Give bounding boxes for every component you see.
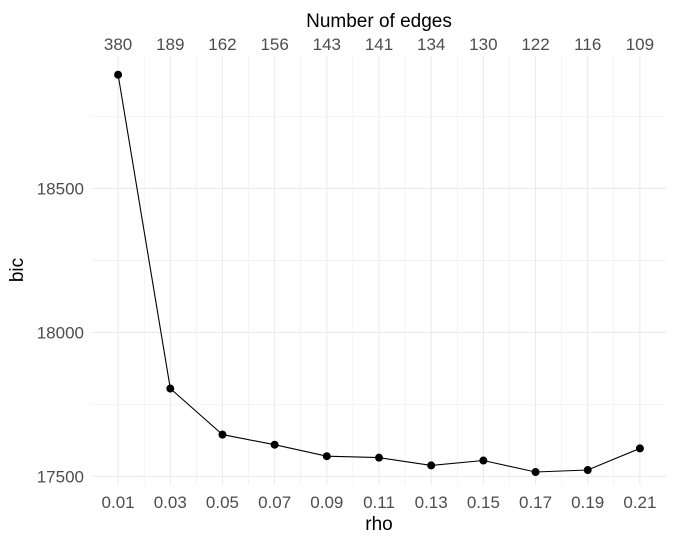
top-tick-label: 380 bbox=[104, 35, 132, 54]
data-point bbox=[479, 456, 488, 465]
data-point bbox=[322, 452, 331, 461]
data-point bbox=[114, 70, 123, 79]
x-tick-label: 0.17 bbox=[519, 493, 552, 512]
top-tick-label: 116 bbox=[574, 35, 601, 54]
x-tick-label: 0.13 bbox=[415, 493, 448, 512]
data-point bbox=[427, 461, 436, 470]
x-tick-label: 0.15 bbox=[467, 493, 500, 512]
grid-lines bbox=[92, 56, 666, 485]
top-axis-title: Number of edges bbox=[306, 11, 452, 32]
top-tick-label: 130 bbox=[469, 35, 497, 54]
x-tick-label: 0.03 bbox=[154, 493, 187, 512]
x-tick-label: 0.01 bbox=[102, 493, 135, 512]
data-point bbox=[635, 444, 644, 453]
y-axis-title: bic bbox=[7, 258, 28, 282]
x-tick-label: 0.21 bbox=[623, 493, 656, 512]
x-axis-title: rho bbox=[365, 514, 392, 535]
x-tick-label: 0.19 bbox=[571, 493, 604, 512]
x-tick-label: 0.09 bbox=[310, 493, 343, 512]
data-point bbox=[375, 453, 383, 462]
top-tick-label: 122 bbox=[521, 35, 549, 54]
top-tick-label: 109 bbox=[626, 35, 654, 54]
top-axis-tick-labels: 380 189 162 156 143 141 134 130 122 116 109 bbox=[104, 35, 654, 54]
x-tick-label: 0.11 bbox=[363, 493, 395, 512]
data-point bbox=[166, 384, 175, 393]
y-tick-label: 17500 bbox=[37, 467, 84, 486]
top-tick-label: 189 bbox=[156, 35, 184, 54]
data-point bbox=[531, 468, 540, 477]
top-tick-label: 156 bbox=[260, 35, 288, 54]
x-tick-label: 0.05 bbox=[206, 493, 239, 512]
y-tick-label: 18500 bbox=[37, 179, 84, 198]
data-points bbox=[114, 70, 644, 477]
data-point bbox=[583, 466, 592, 475]
data-point bbox=[218, 430, 227, 439]
x-tick-label: 0.07 bbox=[258, 493, 291, 512]
y-tick-label: 18000 bbox=[37, 323, 84, 342]
top-tick-label: 134 bbox=[417, 35, 445, 54]
top-tick-label: 143 bbox=[313, 35, 341, 54]
data-point bbox=[270, 440, 279, 449]
x-axis-tick-labels: 0.01 0.03 0.05 0.07 0.09 0.11 0.13 0.15 0.17 0.19… bbox=[102, 493, 657, 512]
y-axis-tick-labels: 17500 18000 18500 bbox=[37, 179, 84, 486]
top-tick-label: 162 bbox=[208, 35, 236, 54]
top-tick-label: 141 bbox=[365, 35, 393, 54]
